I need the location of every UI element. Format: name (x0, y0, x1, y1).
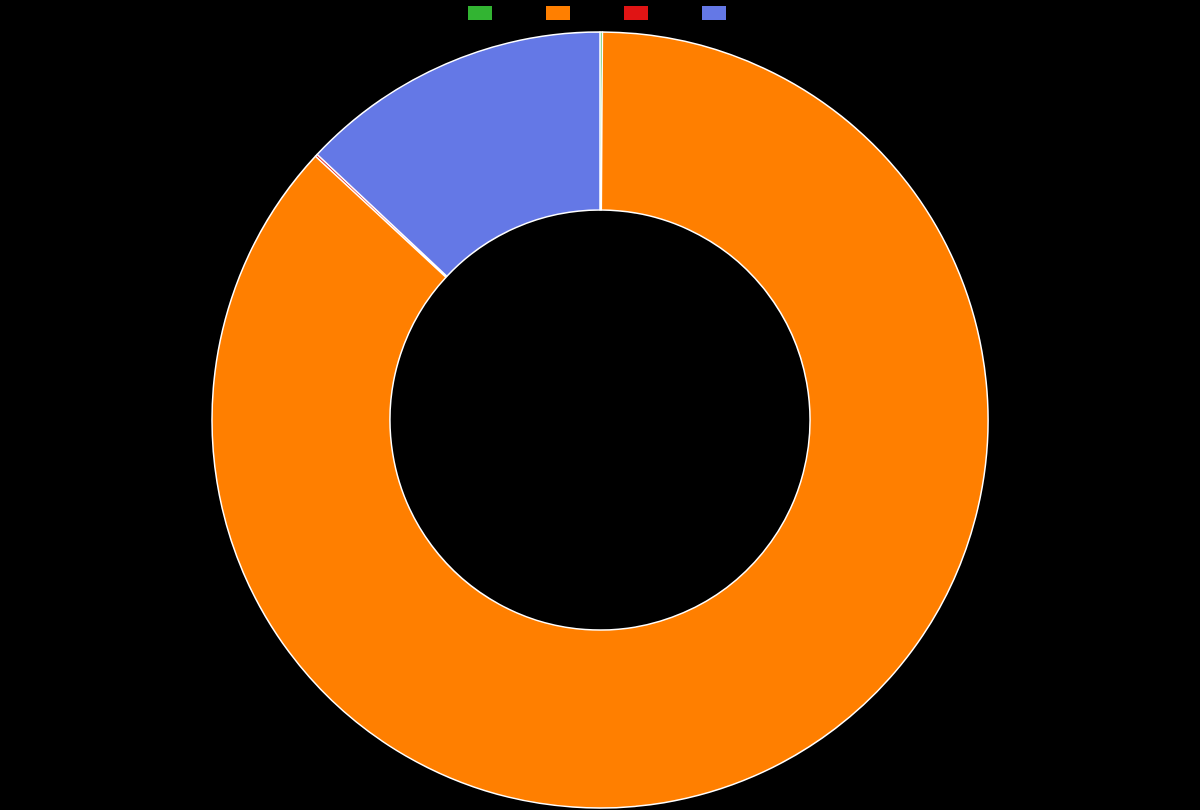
donut-svg (0, 10, 1200, 810)
donut-chart (0, 20, 1200, 800)
